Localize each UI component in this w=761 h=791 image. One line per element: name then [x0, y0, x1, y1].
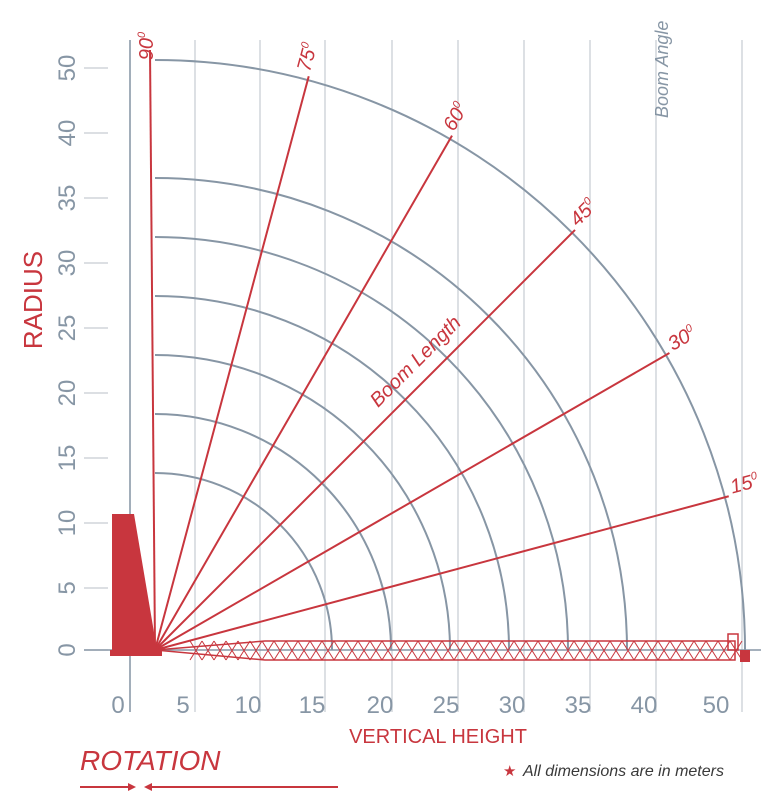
lattice-strut	[513, 640, 527, 661]
angle-label: 750	[293, 40, 322, 74]
lattice-strut	[417, 640, 431, 661]
y-tick-label: 40	[54, 120, 81, 147]
rotation-label: ROTATION	[80, 745, 221, 776]
x-tick-label: 35	[565, 692, 592, 719]
x-tick-label: 0	[111, 692, 124, 719]
lattice-strut	[621, 640, 635, 661]
x-tick-label: 40	[631, 692, 658, 719]
lattice-strut	[465, 640, 479, 661]
boom-angle-line	[154, 75, 310, 651]
y-tick-label: 10	[54, 510, 81, 537]
dimensions-note: All dimensions are in meters	[522, 763, 724, 780]
x-axis-title: VERTICAL HEIGHT	[349, 726, 527, 748]
lattice-strut	[285, 640, 299, 661]
lattice-strut	[189, 640, 203, 661]
grid	[84, 40, 761, 712]
lattice-strut	[249, 640, 263, 661]
crane-silhouette	[110, 514, 750, 662]
lattice-strut	[705, 640, 719, 661]
angle-label: 900	[136, 31, 158, 60]
lattice-strut	[381, 640, 395, 661]
lattice-strut	[345, 640, 359, 661]
lattice-strut	[525, 640, 539, 661]
angle-label: 450	[566, 195, 602, 231]
angle-label: 150	[728, 470, 761, 499]
lattice-strut	[261, 640, 275, 661]
y-tick-label: 30	[54, 250, 81, 277]
lattice-strut	[537, 640, 551, 661]
lattice-strut	[405, 640, 419, 661]
lattice-strut	[657, 640, 671, 661]
boom-angle-lines	[149, 49, 730, 651]
lattice-strut	[237, 640, 251, 661]
y-tick-label: 25	[54, 315, 81, 342]
lattice-strut	[225, 640, 239, 661]
boom-angle-line	[154, 135, 453, 651]
y-axis-title: RADIUS	[18, 251, 48, 349]
boom-tip	[740, 650, 750, 662]
x-tick-label: 30	[499, 692, 526, 719]
lattice-strut	[393, 640, 407, 661]
angle-label: 600	[439, 98, 473, 134]
lattice-strut	[609, 640, 623, 661]
boom-angle-line	[154, 229, 576, 651]
boom-angle-line	[154, 495, 730, 651]
lattice-strut	[357, 640, 371, 661]
lattice-strut	[585, 640, 599, 661]
lattice-strut	[681, 640, 695, 661]
lattice-strut	[321, 640, 335, 661]
lattice-strut	[201, 640, 215, 661]
lattice-strut	[669, 640, 683, 661]
lattice-strut	[561, 640, 575, 661]
boom-angle-line	[149, 49, 156, 651]
lattice-strut	[369, 640, 383, 661]
y-tick-label: 50	[54, 55, 81, 82]
lattice-strut	[633, 640, 647, 661]
note-star-icon: ★	[503, 762, 516, 780]
lattice-strut	[309, 640, 323, 661]
x-tick-label: 5	[176, 692, 189, 719]
lattice-strut	[645, 640, 659, 661]
crane-base	[110, 650, 162, 656]
crane-column	[112, 514, 130, 656]
lattice-strut	[477, 640, 491, 661]
boom-head	[727, 633, 739, 651]
angle-label: 300	[664, 322, 700, 356]
y-tick-label: 0	[54, 643, 81, 656]
lattice-strut	[573, 640, 587, 661]
lattice-strut	[429, 640, 443, 661]
rotation-arrows	[80, 783, 338, 791]
lattice-strut	[489, 640, 503, 661]
lattice-strut	[501, 640, 515, 661]
y-tick-label: 35	[54, 185, 81, 212]
lattice-strut	[453, 640, 467, 661]
lattice-strut	[297, 640, 311, 661]
lattice-strut	[273, 640, 287, 661]
lattice-strut	[597, 640, 611, 661]
y-tick-label: 5	[54, 581, 81, 594]
lattice-strut	[549, 640, 563, 661]
lattice-strut	[693, 640, 707, 661]
lattice-strut	[441, 640, 455, 661]
x-tick-label: 10	[235, 692, 262, 719]
x-tick-label: 20	[367, 692, 394, 719]
lattice-strut	[333, 640, 347, 661]
x-tick-label: 50	[703, 692, 730, 719]
x-tick-label: 15	[299, 692, 326, 719]
y-tick-label: 15	[54, 445, 81, 472]
y-tick-label: 20	[54, 380, 81, 407]
lattice-strut	[213, 640, 227, 661]
boom-angle-label: Boom Angle	[652, 21, 672, 118]
crane-mast	[130, 514, 158, 656]
boom-angle-line	[154, 352, 670, 651]
x-tick-label: 25	[433, 692, 460, 719]
